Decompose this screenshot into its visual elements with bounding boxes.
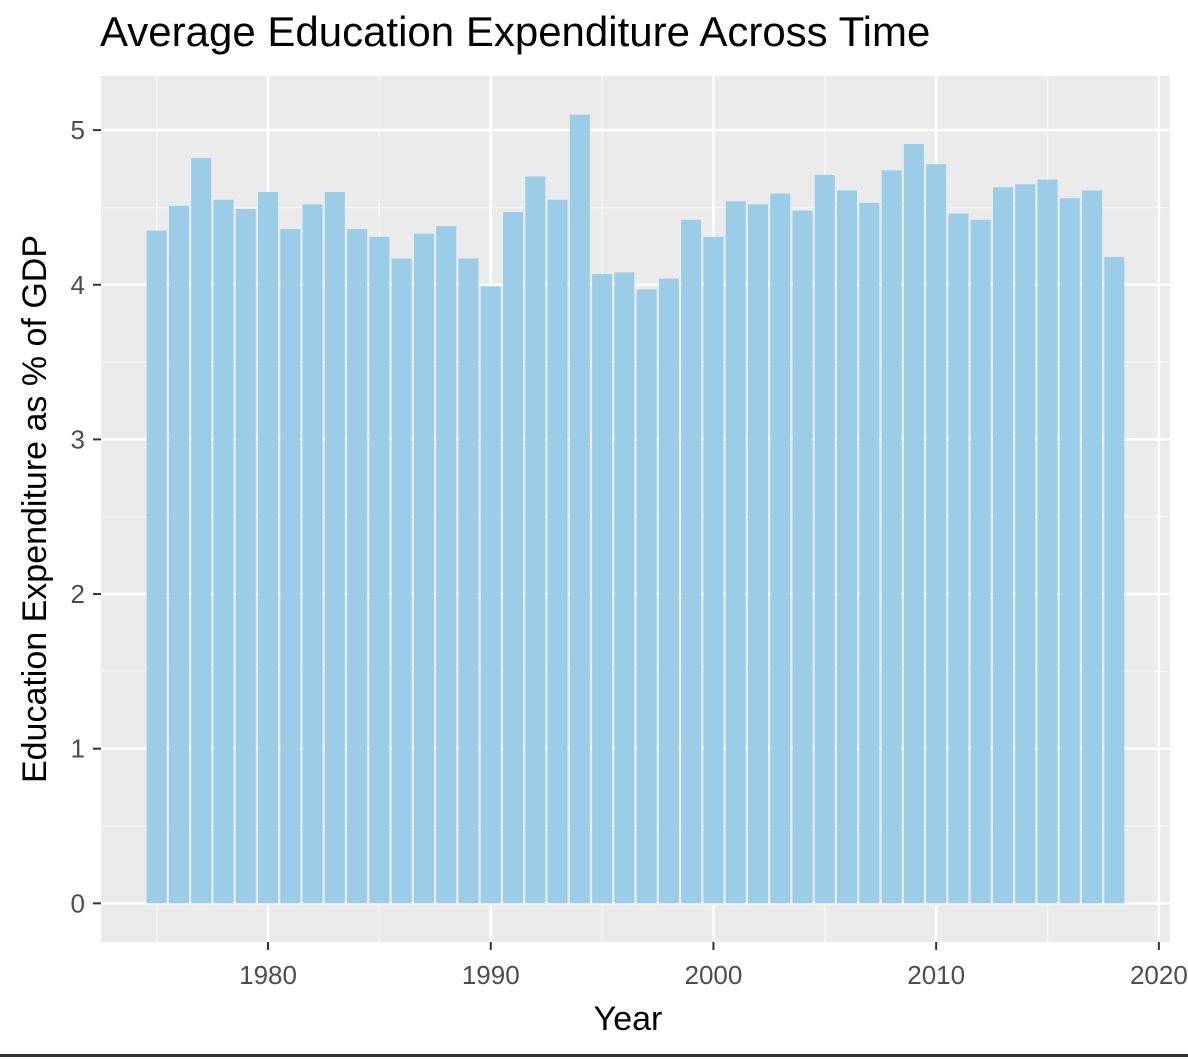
bar-1997 (636, 289, 657, 904)
x-axis-title: Year (594, 1000, 663, 1038)
bottom-border (0, 1054, 1188, 1057)
bar-2017 (1082, 190, 1103, 904)
bar-1992 (525, 176, 546, 904)
x-tick-label: 2000 (685, 960, 743, 990)
bar-1978 (213, 199, 234, 904)
y-tick-label: 1 (71, 734, 85, 764)
bar-1989 (458, 258, 479, 904)
bar-1985 (369, 236, 390, 904)
bar-1984 (347, 229, 368, 904)
x-axis-ticks: 1980 1990 2000 2010 2020 (239, 942, 1188, 990)
bar-2002 (747, 204, 769, 904)
bar-1988 (436, 226, 457, 904)
bar-1990 (480, 286, 501, 904)
bar-1982 (302, 204, 323, 904)
bar-1998 (658, 278, 679, 904)
bar-1979 (235, 208, 256, 904)
bar-1975 (146, 230, 167, 904)
bar-2018 (1104, 256, 1125, 904)
bar-1983 (324, 191, 345, 904)
x-tick-label: 1980 (239, 960, 297, 990)
bar-1995 (592, 273, 613, 904)
y-axis-ticks: 0 1 2 3 4 5 (71, 115, 101, 918)
bar-1994 (569, 114, 590, 904)
bar-2000 (703, 236, 724, 904)
bar-2014 (1015, 184, 1036, 904)
bars (146, 114, 1125, 904)
bar-1991 (502, 212, 524, 904)
bar-2015 (1037, 179, 1058, 904)
bar-2003 (770, 193, 791, 904)
x-tick-label: 1990 (462, 960, 520, 990)
bar-2016 (1059, 198, 1080, 904)
bar-1977 (191, 157, 212, 904)
bar-2010 (926, 164, 947, 904)
bar-2008 (881, 170, 902, 904)
bar-1981 (280, 229, 301, 904)
bar-1993 (547, 199, 568, 904)
bar-2005 (814, 174, 835, 904)
y-tick-label: 5 (71, 115, 85, 145)
bar-2007 (859, 202, 880, 904)
bar-2009 (903, 144, 924, 904)
bar-1980 (258, 191, 279, 904)
bar-1996 (614, 272, 635, 904)
y-tick-label: 4 (71, 270, 85, 300)
plot-panel (101, 76, 1170, 942)
bar-1986 (391, 258, 412, 904)
y-tick-label: 0 (71, 888, 85, 918)
bar-2006 (837, 190, 858, 904)
y-tick-label: 2 (71, 579, 85, 609)
bar-1999 (681, 219, 702, 904)
x-tick-label: 2010 (907, 960, 965, 990)
bar-2011 (948, 213, 969, 904)
bar-2013 (992, 187, 1013, 904)
bar-2012 (970, 219, 991, 904)
y-tick-label: 3 (71, 424, 85, 454)
bar-1987 (413, 233, 434, 904)
bar-1976 (168, 205, 189, 904)
y-axis-title: Education Expenditure as % of GDP (16, 235, 54, 783)
bar-2004 (792, 210, 813, 904)
bar-2001 (725, 201, 746, 904)
chart-title: Average Education Expenditure Across Tim… (100, 8, 931, 55)
x-tick-label: 2020 (1130, 960, 1188, 990)
